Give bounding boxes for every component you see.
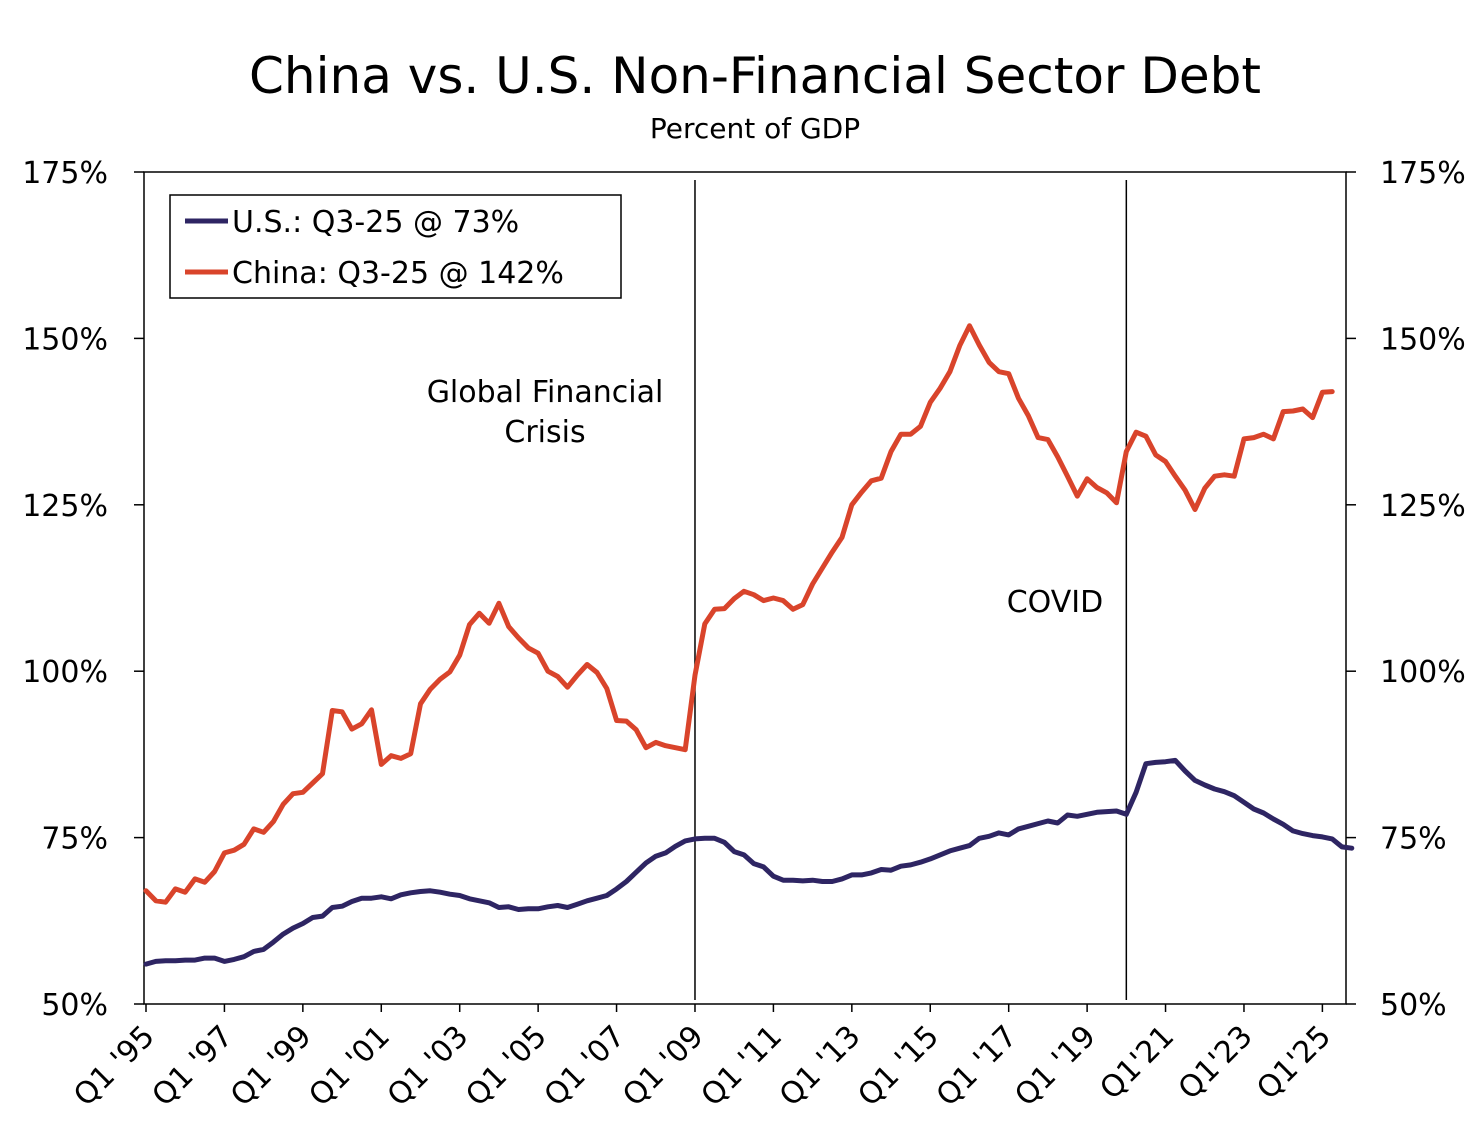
y-tick-label-left: 150% <box>22 322 108 357</box>
x-tick-label: Q1 '11 <box>695 1019 790 1114</box>
y-axis-left: 50% 75% 100% 125% 150% 175% <box>22 156 144 1023</box>
y-tick-label-left: 75% <box>41 822 108 857</box>
annotation-label: Global Financial <box>427 375 664 410</box>
x-tick-label: Q1'25 <box>1250 1019 1338 1107</box>
y-tick-label-right: 100% <box>1380 655 1466 690</box>
x-tick-label: Q1 '97 <box>146 1019 241 1114</box>
x-tick-label: Q1 '15 <box>851 1019 946 1114</box>
y-tick-label-left: 100% <box>22 655 108 690</box>
legend-label-us: U.S.: Q3-25 @ 73% <box>232 205 519 240</box>
y-tick-label-right: 150% <box>1380 322 1466 357</box>
y-tick-label-right: 50% <box>1380 988 1447 1023</box>
x-tick-label: Q1 '03 <box>381 1019 476 1114</box>
annotations: Global Financial Crisis COVID <box>427 180 1128 1000</box>
legend-label-china: China: Q3-25 @ 142% <box>232 256 564 291</box>
y-tick-label-right: 75% <box>1380 822 1447 857</box>
x-tick-label: Q1 '19 <box>1008 1019 1103 1114</box>
x-tick-label: Q1 '07 <box>538 1019 633 1114</box>
series-group <box>143 323 1355 967</box>
plot-frame <box>143 171 1347 1005</box>
y-tick-label-left: 125% <box>22 489 108 524</box>
x-tick-label: Q1 '99 <box>224 1019 319 1114</box>
annotation-label: COVID <box>1007 585 1104 620</box>
legend: U.S.: Q3-25 @ 73% China: Q3-25 @ 142% <box>169 194 622 299</box>
legend-box <box>169 194 622 299</box>
chart-title: China vs. U.S. Non-Financial Sector Debt <box>249 47 1261 105</box>
x-tick-label: Q1'21 <box>1093 1019 1181 1107</box>
annotation-label: Crisis <box>504 415 585 450</box>
x-tick-label: Q1 '13 <box>773 1019 868 1114</box>
series-line-china <box>143 323 1335 905</box>
x-tick-label: Q1 '17 <box>930 1019 1025 1114</box>
x-tick-label: Q1 '05 <box>459 1019 554 1114</box>
x-tick-label: Q1 '09 <box>616 1019 711 1114</box>
x-tick-label: Q1'23 <box>1172 1019 1260 1107</box>
y-tick-label-right: 125% <box>1380 489 1466 524</box>
x-tick-label: Q1 '95 <box>67 1019 162 1114</box>
y-tick-label-right: 175% <box>1380 156 1466 191</box>
y-tick-label-left: 50% <box>41 988 108 1023</box>
x-tick-label: Q1 '01 <box>302 1019 397 1114</box>
chart-subtitle: Percent of GDP <box>650 112 860 145</box>
y-axis-right: 50% 75% 100% 125% 150% 175% <box>1346 156 1466 1023</box>
y-tick-label-left: 175% <box>22 156 108 191</box>
series-line-us <box>143 757 1355 967</box>
